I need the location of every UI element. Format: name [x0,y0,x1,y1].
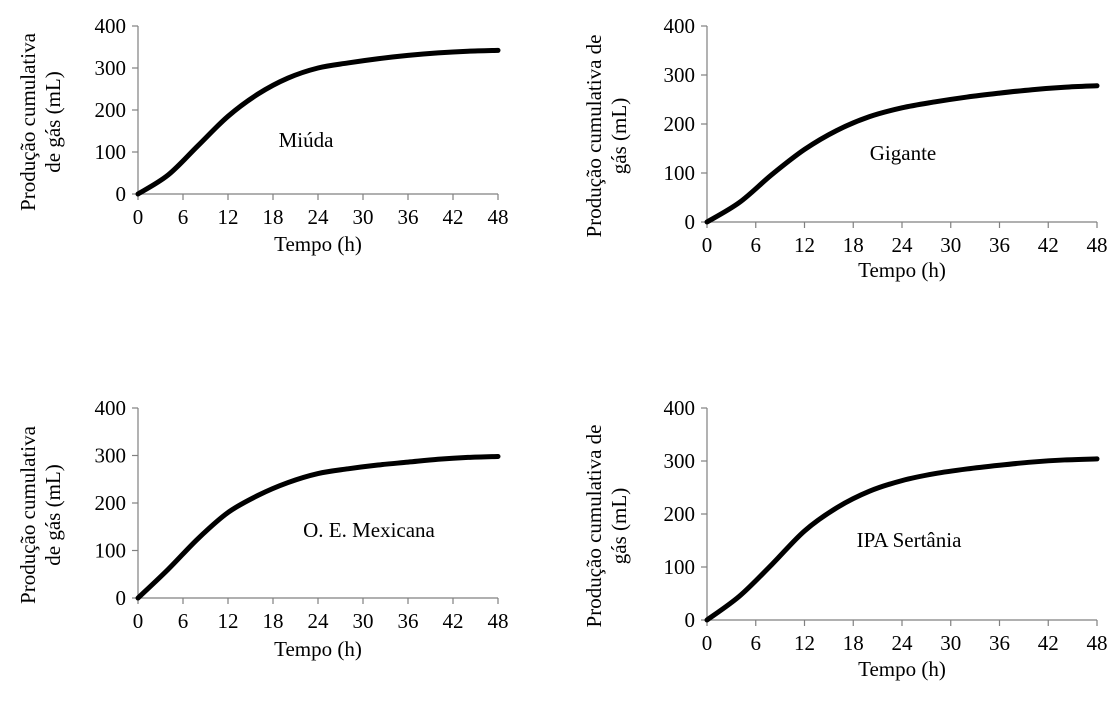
y-tick-label: 400 [95,396,127,420]
x-tick-label: 24 [308,609,330,633]
x-tick-label: 30 [940,631,961,655]
x-tick-label: 30 [940,233,961,257]
y-tick-label: 100 [95,140,127,164]
chart-panel-2: 0 100 200 300 400 0 6 12 18 24 30 36 42 48 Tempo (h) Pr… [582,14,1108,282]
y-tick-label: 400 [664,396,696,420]
x-tick-label: 12 [794,631,815,655]
y-tick-label: 0 [685,608,696,632]
y-axis-title-line-1: Produção cumulativa de [582,425,606,628]
y-tick-label: 100 [664,555,696,579]
x-tick-label: 48 [1087,233,1108,257]
x-tick-label: 18 [843,631,864,655]
y-tick-label: 300 [95,444,127,468]
y-tick-label: 200 [95,98,127,122]
x-tick-label: 24 [892,233,914,257]
x-tick-label: 6 [751,233,762,257]
y-tick-label: 300 [664,449,696,473]
chart-panel-1: 0 100 200 300 400 0 6 12 18 24 30 36 42 48 Tempo (h) Pr… [16,14,509,256]
x-tick-label: 12 [218,609,239,633]
x-tick-label: 42 [443,609,464,633]
x-axis-title: Tempo (h) [858,258,946,282]
y-tick-label: 0 [116,182,127,206]
y-tick-label: 200 [664,502,696,526]
y-axis-title-line-1: Produção cumulativa [16,425,40,604]
x-tick-label: 0 [702,631,713,655]
y-tick-label: 0 [116,586,127,610]
y-axis-title-line-2: de gás (mL) [41,464,65,565]
x-axis-title: Tempo (h) [858,657,946,681]
y-axis-title-line-2: gás (mL) [607,98,631,174]
x-tick-label: 42 [1038,233,1059,257]
x-tick-label: 36 [989,631,1010,655]
x-tick-label: 6 [751,631,762,655]
x-tick-label: 24 [308,205,330,229]
x-tick-label: 12 [218,205,239,229]
y-tick-label: 100 [95,539,127,563]
y-tick-label: 300 [664,63,696,87]
x-axis-title: Tempo (h) [274,232,362,256]
y-axis-title-line-2: de gás (mL) [41,71,65,172]
x-tick-label: 0 [133,205,144,229]
chart-annotation: O. E. Mexicana [303,518,435,542]
series-line-1 [135,453,501,601]
x-tick-label: 36 [989,233,1010,257]
y-tick-label: 100 [664,161,696,185]
x-tick-label: 48 [1087,631,1108,655]
x-tick-label: 42 [1038,631,1059,655]
x-tick-label: 12 [794,233,815,257]
x-axis-title: Tempo (h) [274,637,362,661]
y-axis-title-line-2: gás (mL) [607,488,631,564]
x-tick-label: 6 [178,205,189,229]
x-tick-label: 18 [263,205,284,229]
chart-panel-3: 0 100 200 300 400 0 6 12 18 24 30 36 42 48 Tempo (h) Pr… [16,396,509,661]
x-tick-label: 18 [843,233,864,257]
x-tick-label: 18 [263,609,284,633]
y-tick-label: 400 [95,14,127,38]
chart-annotation: Miúda [279,128,335,152]
series-line-1 [704,456,1100,623]
series-line-1 [704,83,1100,225]
chart-annotation: IPA Sertânia [857,528,962,552]
x-tick-label: 48 [488,609,509,633]
chart-panel-4: 0 100 200 300 400 0 6 12 18 24 30 36 42 48 Tempo (h) Pr… [582,396,1108,681]
x-tick-label: 0 [702,233,713,257]
series-line-1 [135,47,501,197]
x-tick-label: 24 [892,631,914,655]
y-tick-label: 400 [664,14,696,38]
x-tick-label: 48 [488,205,509,229]
x-tick-label: 36 [398,205,419,229]
y-tick-label: 0 [685,210,696,234]
y-axis-title-line-1: Produção cumulativa de [582,35,606,238]
y-axis-title-line-1: Produção cumulativa [16,32,40,211]
y-tick-label: 200 [664,112,696,136]
x-tick-label: 36 [398,609,419,633]
chart-annotation: Gigante [870,141,936,165]
y-tick-label: 200 [95,491,127,515]
x-tick-label: 30 [353,205,374,229]
x-tick-label: 0 [133,609,144,633]
y-tick-label: 300 [95,56,127,80]
x-tick-label: 6 [178,609,189,633]
x-tick-label: 42 [443,205,464,229]
x-tick-label: 30 [353,609,374,633]
